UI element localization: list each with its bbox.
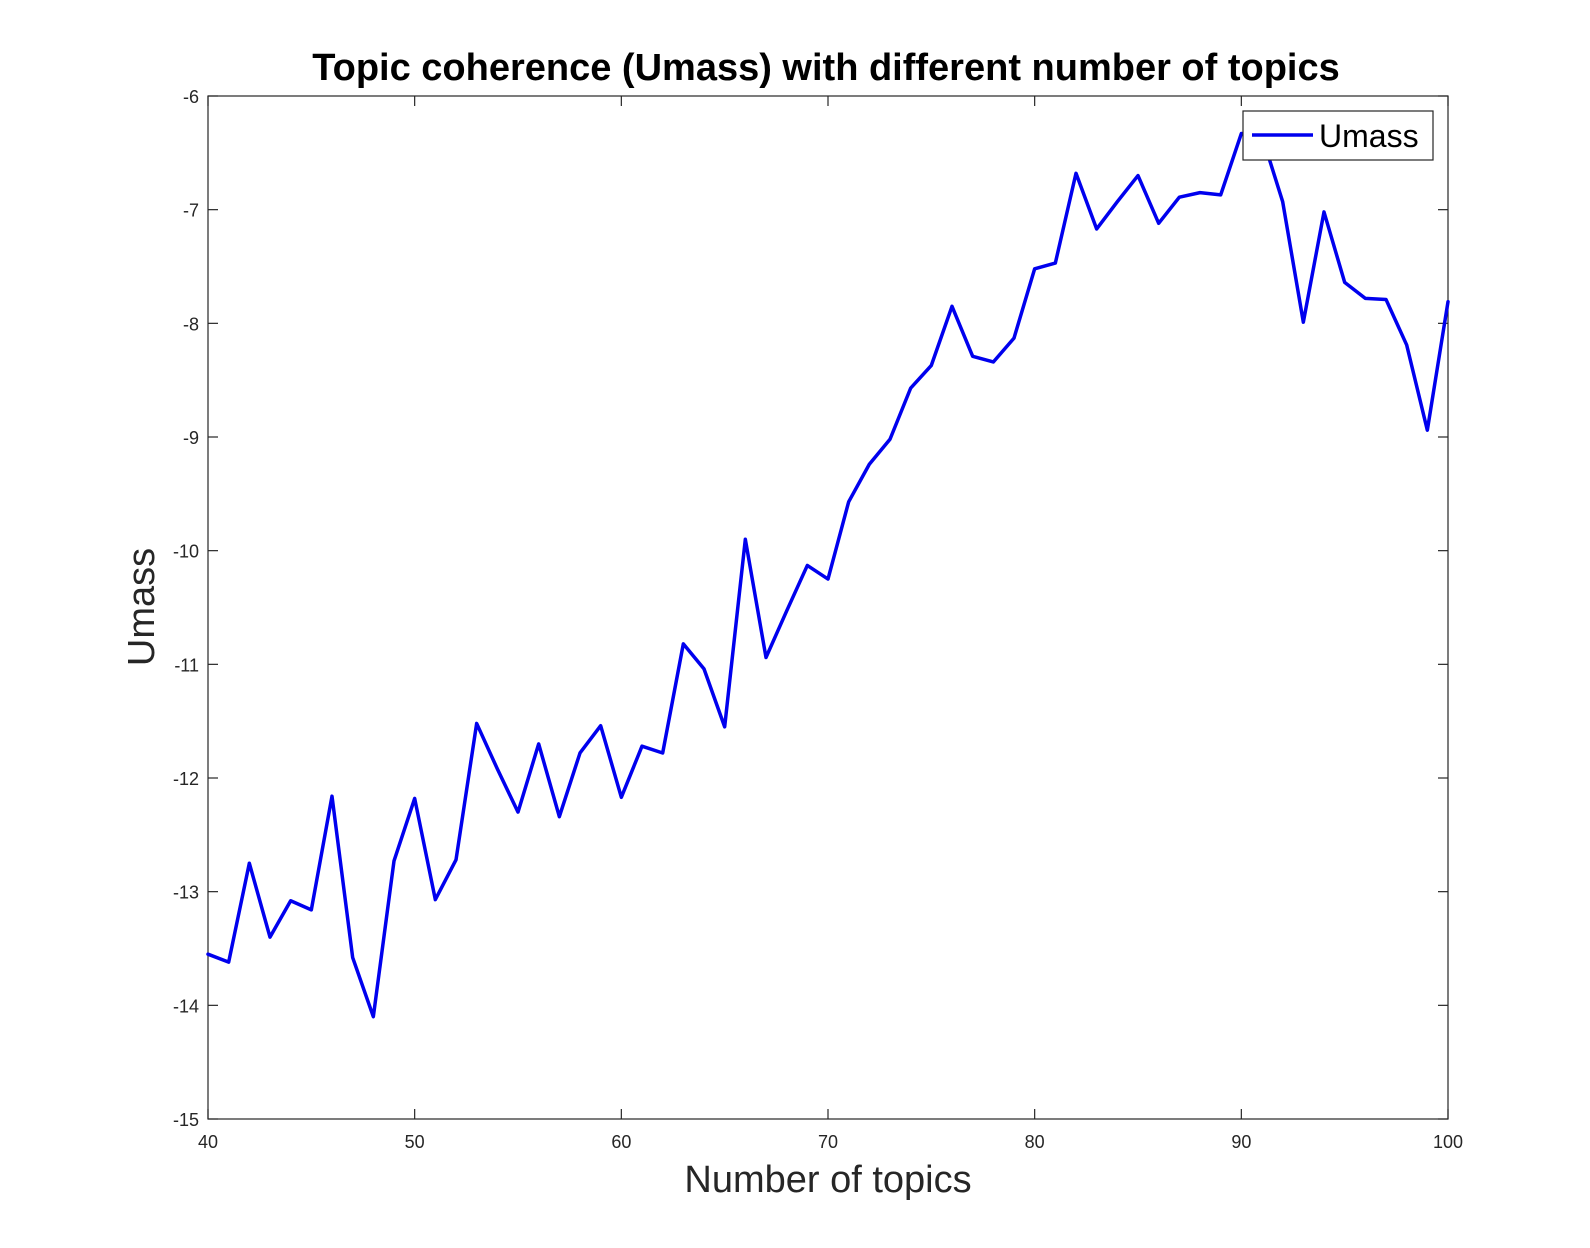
x-axis-ticks: 40 50 60 70 80 90 100 [198, 96, 1463, 1152]
y-axis-ticks: -6 -7 -8 -9 -10 -11 -12 -13 -14 -15 [173, 87, 1448, 1130]
x-tick-label: 70 [818, 1132, 838, 1152]
x-tick-label: 100 [1433, 1132, 1463, 1152]
y-tick-label: -13 [173, 883, 199, 903]
axes-box [207, 95, 1449, 1120]
plot-area: 40 50 60 70 80 90 100 -6-7-8-9-10-11-12-13-14-… [173, 87, 1463, 1152]
x-tick-label: 90 [1231, 1132, 1251, 1152]
y-axis-label: Umass [121, 548, 163, 666]
series-layer [206, 131, 1450, 1019]
chart-title: Topic coherence (Umass) with different n… [312, 47, 1340, 89]
y-tick-label: -9 [183, 428, 199, 448]
legend: Umass [1242, 110, 1434, 161]
y-tick-label: -8 [183, 314, 199, 334]
x-tick-label: 50 [405, 1132, 425, 1152]
y-tick-label: -15 [173, 1110, 199, 1130]
y-tick-label: -11 [174, 655, 199, 675]
x-tick-label: 40 [198, 1132, 218, 1152]
y-tick-label: -7 [183, 201, 199, 221]
legend-label-umass: Umass [1319, 118, 1419, 154]
x-tick-label: 80 [1025, 1132, 1045, 1152]
series-line-umass [206, 131, 1450, 1019]
y-tick-label: -12 [173, 769, 199, 789]
y-tick-label: -14 [173, 996, 199, 1016]
y-tick-label: -6 [183, 87, 199, 107]
y-tick-label: -10 [173, 542, 199, 562]
x-axis-label: Number of topics [684, 1159, 971, 1201]
x-tick-label: 60 [611, 1132, 631, 1152]
